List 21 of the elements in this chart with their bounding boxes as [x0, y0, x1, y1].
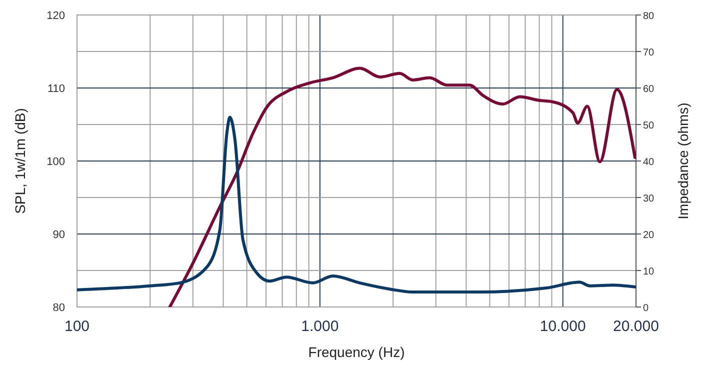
x-axis-title: Frequency (Hz) — [308, 344, 405, 360]
x-tick-label: 100 — [64, 318, 90, 335]
y-tick-label: 90 — [52, 229, 65, 241]
x-tick-label: 20.000 — [613, 318, 659, 335]
y-tick-label: 110 — [47, 83, 65, 95]
x-tick-label: 1.000 — [301, 318, 339, 335]
y2-tick-label: 60 — [643, 84, 655, 95]
y2-tick-label: 70 — [643, 48, 655, 58]
y-axis-title: SPL, 1w/1m (dB) — [12, 108, 28, 214]
y2-axis-title: Impedance (ohms) — [675, 102, 691, 220]
y2-tick-label: 10 — [643, 266, 655, 278]
x-tick-label: 10.000 — [540, 318, 586, 335]
y-tick-label: 100 — [46, 156, 65, 168]
y2-tick-label: 80 — [643, 11, 655, 22]
y-tick-label: 120 — [46, 10, 65, 22]
y2-tick-label: 0 — [643, 303, 649, 314]
y2-tick-label: 40 — [643, 157, 655, 168]
y2-tick-label: 30 — [643, 194, 655, 204]
y-tick-label: 80 — [52, 302, 65, 314]
y2-tick-label: 50 — [643, 120, 655, 132]
y2-tick-label: 20 — [643, 230, 655, 241]
